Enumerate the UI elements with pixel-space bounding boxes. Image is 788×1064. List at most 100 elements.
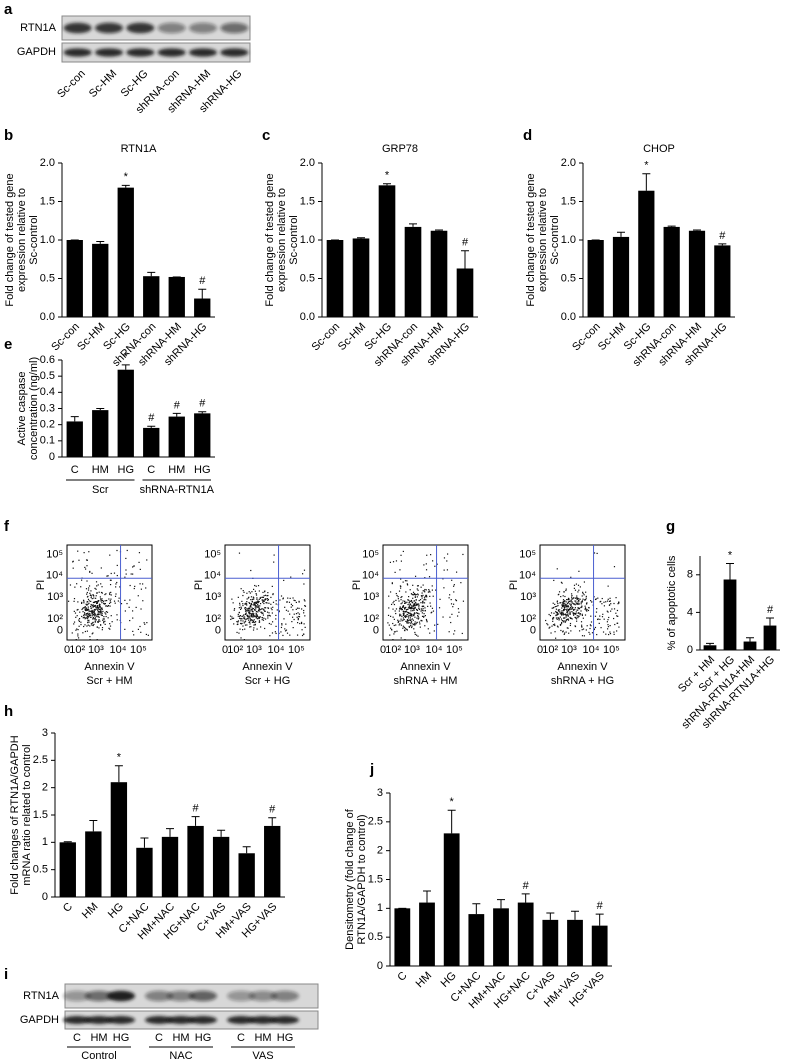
cell-dot xyxy=(304,626,306,628)
cell-dot xyxy=(246,618,248,620)
cell-dot xyxy=(248,621,251,623)
cell-dot xyxy=(93,605,96,607)
cell-dot xyxy=(296,622,299,624)
cell-dot xyxy=(402,614,405,616)
cell-dot xyxy=(105,613,107,615)
cell-dot xyxy=(409,617,412,619)
lane-label: HM xyxy=(90,1032,107,1044)
cell-dot xyxy=(413,600,415,602)
cell-dot xyxy=(82,611,84,613)
cell-dot xyxy=(268,612,270,614)
cell-dot xyxy=(82,632,84,634)
cell-dot xyxy=(567,598,569,601)
cell-dot xyxy=(616,609,619,612)
y-axis-label: Active caspase xyxy=(16,372,28,446)
cell-dot xyxy=(416,585,419,587)
cell-dot xyxy=(246,601,248,603)
cell-dot xyxy=(100,583,102,585)
cell-dot xyxy=(256,618,259,620)
cell-dot xyxy=(291,620,293,623)
error-bar xyxy=(497,899,505,909)
cell-dot xyxy=(402,605,404,607)
cell-dot xyxy=(249,605,251,607)
cell-dot xyxy=(560,613,563,616)
cell-dot xyxy=(71,632,73,634)
cell-dot xyxy=(607,598,609,600)
cell-dot xyxy=(416,621,418,624)
cell-dot xyxy=(88,602,90,604)
cell-dot xyxy=(238,632,240,634)
y-tick-label: 10² xyxy=(47,613,63,625)
cell-dot xyxy=(262,599,264,601)
cell-dot xyxy=(552,607,554,609)
cell-dot xyxy=(272,593,274,595)
cell-dot xyxy=(140,608,142,610)
cell-dot xyxy=(556,611,558,614)
cell-dot xyxy=(443,569,445,571)
panel-letter: h xyxy=(4,703,13,720)
cell-dot xyxy=(281,623,283,625)
cell-dot xyxy=(570,593,573,595)
cell-dot xyxy=(85,617,88,619)
cell-dot xyxy=(297,619,299,621)
blot-gapdh-band xyxy=(63,1016,91,1024)
cell-dot xyxy=(607,624,609,626)
cell-dot xyxy=(301,608,303,610)
cell-dot xyxy=(561,612,563,614)
bar xyxy=(430,230,448,317)
cell-dot xyxy=(589,627,591,630)
bar xyxy=(264,825,281,897)
cell-dot xyxy=(241,618,243,620)
cell-dot xyxy=(418,608,421,611)
cell-dot xyxy=(238,611,241,614)
cell-dot xyxy=(607,585,609,587)
cell-dot xyxy=(571,598,573,600)
cell-dot xyxy=(616,615,618,617)
cell-dot xyxy=(284,630,287,632)
cell-dot xyxy=(563,606,565,608)
cell-dot xyxy=(138,561,140,564)
cell-dot xyxy=(422,590,424,592)
y-axis-label: PI xyxy=(35,580,47,590)
row-label: RTN1A xyxy=(20,22,57,34)
cell-dot xyxy=(567,601,570,603)
cell-dot xyxy=(83,552,85,554)
cell-dot xyxy=(400,599,402,601)
cell-dot xyxy=(94,601,96,603)
cell-dot xyxy=(552,616,555,619)
blot-gapdh-band xyxy=(157,48,186,57)
cell-dot xyxy=(242,625,244,627)
cell-dot xyxy=(109,600,111,602)
cell-dot xyxy=(415,593,417,596)
cell-dot xyxy=(300,622,303,625)
cell-dot xyxy=(100,567,102,569)
cell-dot xyxy=(411,625,413,627)
bar xyxy=(168,276,185,317)
error-bar xyxy=(147,425,156,428)
cell-dot xyxy=(568,598,570,600)
cell-dot xyxy=(94,620,96,622)
cell-dot xyxy=(258,607,260,610)
cell-dot xyxy=(563,609,565,611)
cell-dot xyxy=(545,619,547,622)
cell-dot xyxy=(411,593,413,596)
cell-dot xyxy=(591,632,594,634)
cell-dot xyxy=(404,607,406,609)
cell-dot xyxy=(264,590,266,592)
cell-dot xyxy=(108,598,110,600)
cell-dot xyxy=(97,620,100,622)
cell-dot xyxy=(414,575,417,577)
cell-dot xyxy=(401,620,403,622)
cell-dot xyxy=(405,591,407,593)
cell-dot xyxy=(244,608,247,610)
cell-dot xyxy=(95,606,97,609)
cell-dot xyxy=(92,613,95,616)
cell-dot xyxy=(86,625,88,627)
cell-dot xyxy=(554,624,556,627)
cell-dot xyxy=(577,615,579,617)
x-tick-label: Sc-HM xyxy=(596,321,628,353)
cell-dot xyxy=(587,609,590,612)
cell-dot xyxy=(108,592,111,594)
cell-dot xyxy=(429,595,431,597)
cell-dot xyxy=(100,611,102,613)
